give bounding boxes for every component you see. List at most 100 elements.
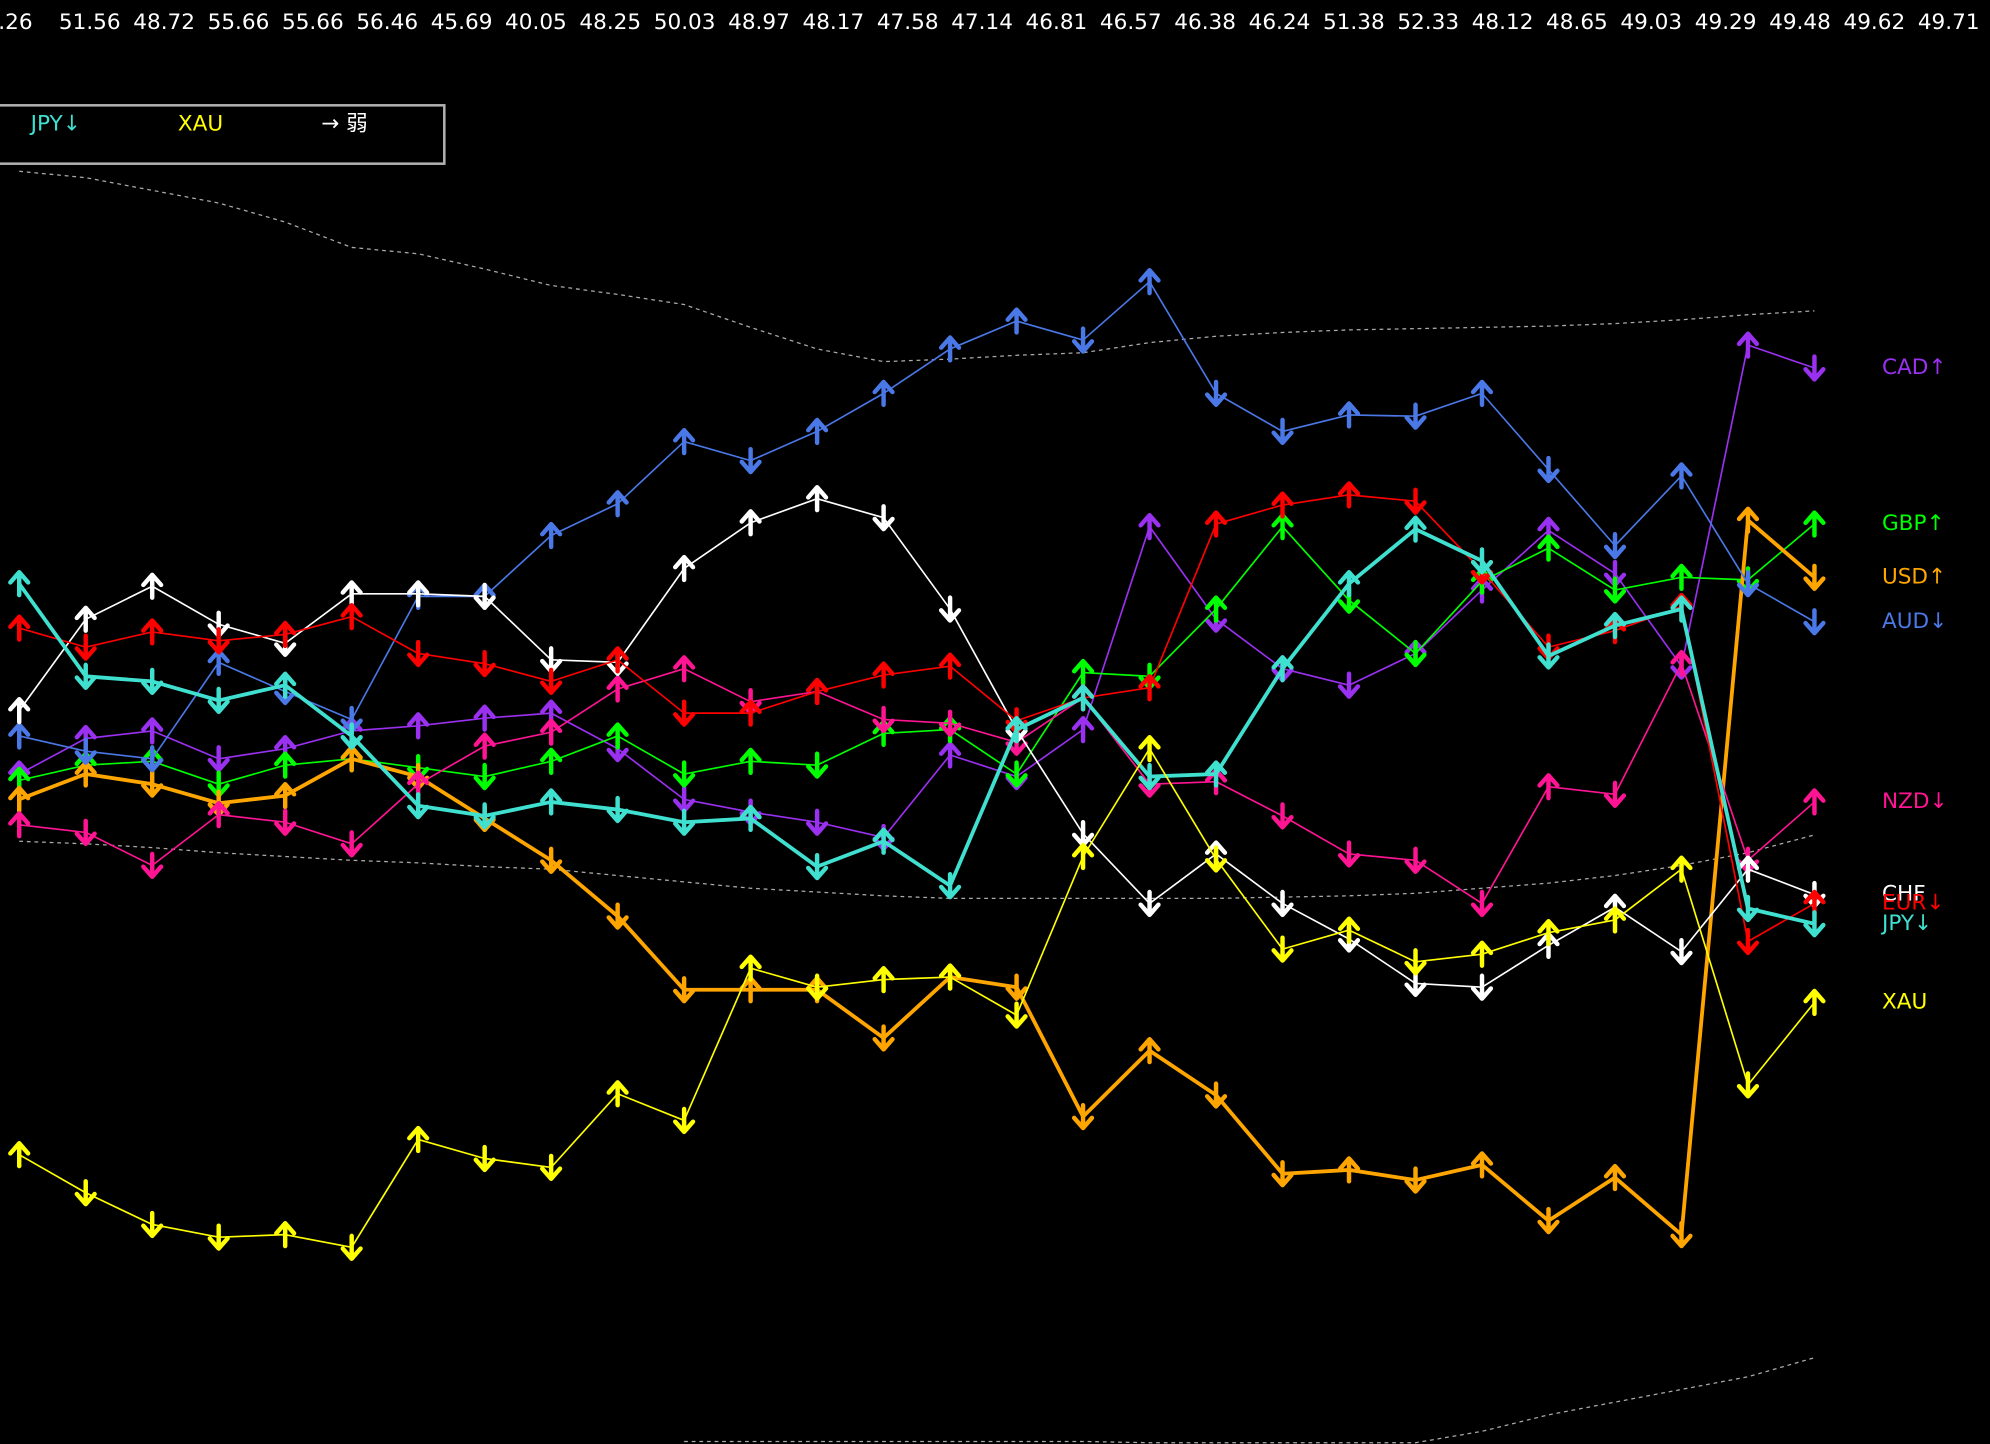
arrow-marker xyxy=(1470,1151,1494,1179)
band-line xyxy=(684,1357,1815,1444)
top-value: 40.05 xyxy=(505,10,567,35)
arrow-marker xyxy=(340,580,363,608)
arrow-marker xyxy=(1404,515,1427,543)
arrow-marker xyxy=(1803,354,1826,382)
series-line xyxy=(19,280,1815,760)
arrow-marker xyxy=(74,633,97,661)
arrow-marker xyxy=(473,802,496,830)
arrow-marker xyxy=(1470,547,1494,575)
arrow-marker xyxy=(407,1125,430,1154)
arrow-marker xyxy=(1138,1037,1161,1065)
arrow-marker xyxy=(1404,846,1427,874)
arrow-marker xyxy=(1071,684,1095,712)
arrow-marker xyxy=(739,509,762,537)
arrow-marker xyxy=(872,504,895,532)
series-label: CHF xyxy=(1882,882,1926,907)
arrow-marker xyxy=(805,853,829,881)
top-value: 49.71 xyxy=(1918,10,1980,35)
band-line xyxy=(19,834,1815,900)
arrow-marker xyxy=(207,800,230,829)
series-line xyxy=(18,497,1815,989)
arrow-marker xyxy=(872,379,895,407)
arrow-marker xyxy=(141,618,164,646)
arrow-marker xyxy=(1071,326,1095,354)
arrow-marker xyxy=(1138,512,1161,541)
arrow-marker xyxy=(274,671,297,699)
arrow-marker xyxy=(1271,802,1294,830)
arrow-marker xyxy=(1005,973,1028,1001)
arrow-marker xyxy=(8,722,31,750)
arrow-marker xyxy=(340,603,363,631)
arrow-marker xyxy=(1204,595,1228,623)
arrow-marker xyxy=(872,705,895,734)
series-line xyxy=(18,344,1815,839)
arrow-marker xyxy=(1005,1001,1028,1029)
arrow-marker xyxy=(1138,268,1161,296)
arrow-marker xyxy=(1271,935,1294,963)
arrow-marker xyxy=(540,667,563,696)
arrow-marker xyxy=(1537,642,1560,670)
arrow-marker xyxy=(274,751,297,779)
arrow-marker xyxy=(1337,840,1361,868)
arrow-marker xyxy=(606,675,629,703)
arrow-marker xyxy=(74,1179,97,1207)
arrow-marker xyxy=(938,595,962,623)
series-line xyxy=(17,527,1815,926)
arrow-marker xyxy=(1337,916,1361,944)
arrow-marker xyxy=(606,722,629,750)
legend-entry: → 弱 xyxy=(321,111,367,136)
arrow-marker xyxy=(739,446,762,475)
arrow-marker xyxy=(673,808,696,836)
arrow-marker xyxy=(1803,910,1826,938)
series-label: GBP↑ xyxy=(1882,511,1945,536)
arrow-marker xyxy=(739,804,762,833)
series-line xyxy=(19,662,1815,905)
arrow-marker xyxy=(1537,918,1560,947)
arrow-marker xyxy=(1204,379,1228,407)
arrow-marker xyxy=(872,965,895,994)
arrow-marker xyxy=(606,1080,629,1108)
arrow-marker xyxy=(938,335,962,363)
arrow-marker xyxy=(473,732,496,760)
arrow-marker xyxy=(673,427,696,456)
arrow-marker xyxy=(274,781,297,810)
arrow-marker xyxy=(207,686,230,715)
arrow-marker xyxy=(1204,845,1228,873)
arrow-marker xyxy=(540,788,563,816)
arrow-marker xyxy=(8,570,31,598)
arrow-marker xyxy=(805,973,829,1001)
arrow-marker xyxy=(274,620,297,649)
arrow-marker xyxy=(74,662,97,690)
arrow-marker xyxy=(938,741,962,769)
arrow-marker xyxy=(1271,1160,1294,1188)
arrow-marker xyxy=(540,747,563,775)
arrow-marker xyxy=(1670,649,1693,678)
arrow-marker xyxy=(1204,510,1228,538)
arrow-marker xyxy=(1337,570,1361,598)
arrow-marker xyxy=(1803,563,1826,591)
arrow-marker xyxy=(1670,855,1693,883)
series-label: XAU xyxy=(1882,989,1927,1014)
arrow-marker xyxy=(1603,1163,1627,1192)
top-value: 55.66 xyxy=(282,10,344,35)
arrow-marker xyxy=(673,1106,696,1135)
top-value: 47.58 xyxy=(877,10,939,35)
top-value: 51.56 xyxy=(59,10,121,35)
arrow-marker xyxy=(673,976,696,1004)
top-value: 46.57 xyxy=(1100,10,1162,35)
arrow-marker xyxy=(872,1024,895,1052)
arrow-marker xyxy=(938,652,962,680)
arrow-marker xyxy=(473,762,496,791)
arrow-marker xyxy=(8,696,31,725)
arrow-marker xyxy=(540,521,563,550)
arrow-marker xyxy=(1803,788,1826,816)
legend-entry: XAU xyxy=(178,111,223,136)
arrow-marker xyxy=(739,954,762,982)
series-label: EUR↓ xyxy=(1882,890,1944,915)
arrow-marker xyxy=(407,639,430,668)
top-value: 46.38 xyxy=(1174,10,1236,35)
top-value: 49.03 xyxy=(1620,10,1682,35)
arrow-marker xyxy=(606,795,629,824)
arrow-marker xyxy=(673,554,696,583)
